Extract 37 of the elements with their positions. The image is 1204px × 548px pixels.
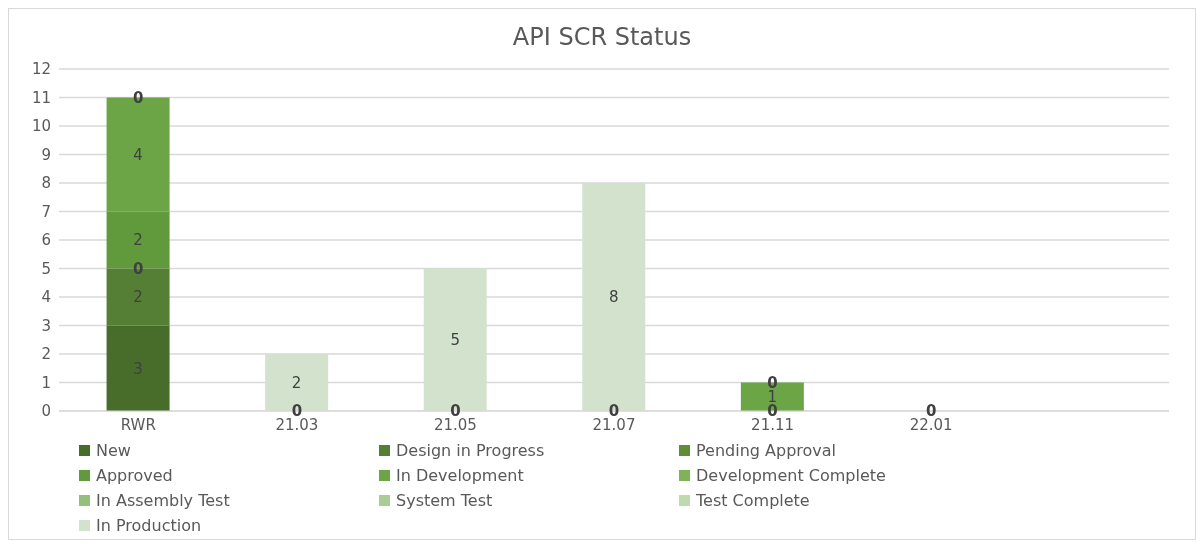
- bar: [106, 325, 170, 411]
- y-tick-label: 5: [41, 259, 51, 278]
- y-tick-label: 6: [41, 231, 51, 250]
- legend-label: Design in Progress: [396, 441, 545, 460]
- y-tick-label: 1: [41, 373, 51, 392]
- data-label: 8: [609, 288, 619, 307]
- y-tick-label: 9: [41, 145, 51, 164]
- data-label: 2: [291, 373, 302, 392]
- x-tick-label: 21.11: [751, 415, 795, 434]
- y-tick-label: 3: [41, 316, 51, 335]
- y-tick-label: 2: [41, 345, 51, 364]
- data-label: 5: [450, 331, 460, 349]
- legend-label: Pending Approval: [696, 441, 837, 460]
- y-tick-label: 8: [41, 174, 51, 193]
- chart-title: API SCR Status: [511, 22, 693, 53]
- x-tick-label: 21.05: [433, 415, 477, 434]
- data-label: 4: [133, 145, 143, 164]
- y-tick-label: 7: [41, 202, 51, 221]
- y-tick-label: 10: [31, 117, 51, 136]
- annotation: 0: [133, 259, 144, 278]
- legend-label: In Production: [96, 516, 202, 535]
- legend-label: In Development: [396, 466, 524, 485]
- legend-label: System Test: [396, 491, 493, 510]
- legend-label: Test Complete: [696, 491, 810, 510]
- x-tick-label: 21.03: [275, 415, 319, 434]
- x-tick-label: 21.07: [592, 415, 636, 434]
- y-tick-label: 12: [31, 60, 51, 79]
- legend-label: In Assembly Test: [96, 491, 230, 510]
- data-label: 2: [133, 231, 143, 250]
- y-tick-label: 11: [31, 88, 51, 107]
- x-tick-label: RWR: [120, 415, 156, 434]
- y-tick-label: 4: [41, 288, 51, 307]
- legend-label: New: [96, 441, 131, 460]
- data-label: 2: [133, 288, 143, 307]
- legend-label: Approved: [96, 466, 173, 485]
- legend-label: Development Complete: [696, 466, 886, 485]
- y-tick-label: 0: [41, 402, 51, 421]
